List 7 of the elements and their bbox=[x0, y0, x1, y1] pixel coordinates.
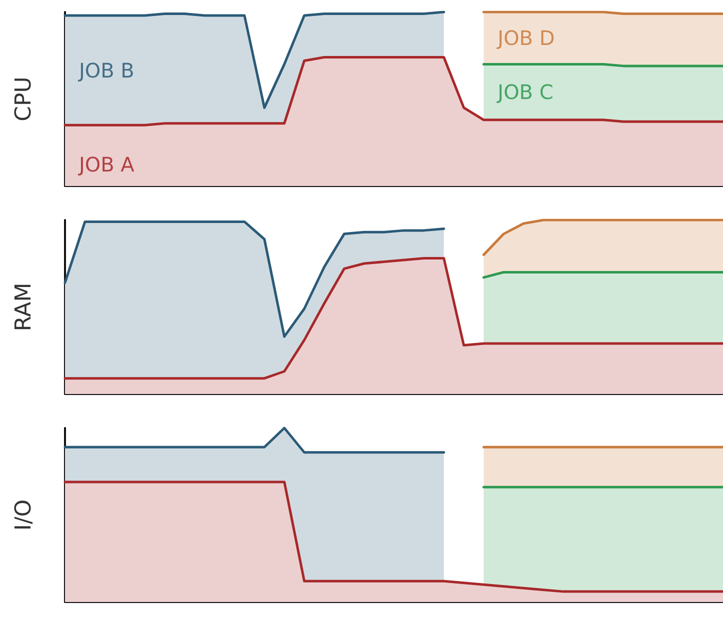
series-label: JOB B bbox=[76, 58, 134, 82]
y-axis-title: RAM bbox=[12, 282, 36, 332]
series-label: JOB C bbox=[496, 80, 554, 104]
y-axis-title: I/O bbox=[12, 499, 36, 531]
y-axis-title: CPU bbox=[12, 76, 36, 122]
series-label: JOB D bbox=[496, 26, 555, 50]
series-label: JOB A bbox=[76, 152, 135, 177]
